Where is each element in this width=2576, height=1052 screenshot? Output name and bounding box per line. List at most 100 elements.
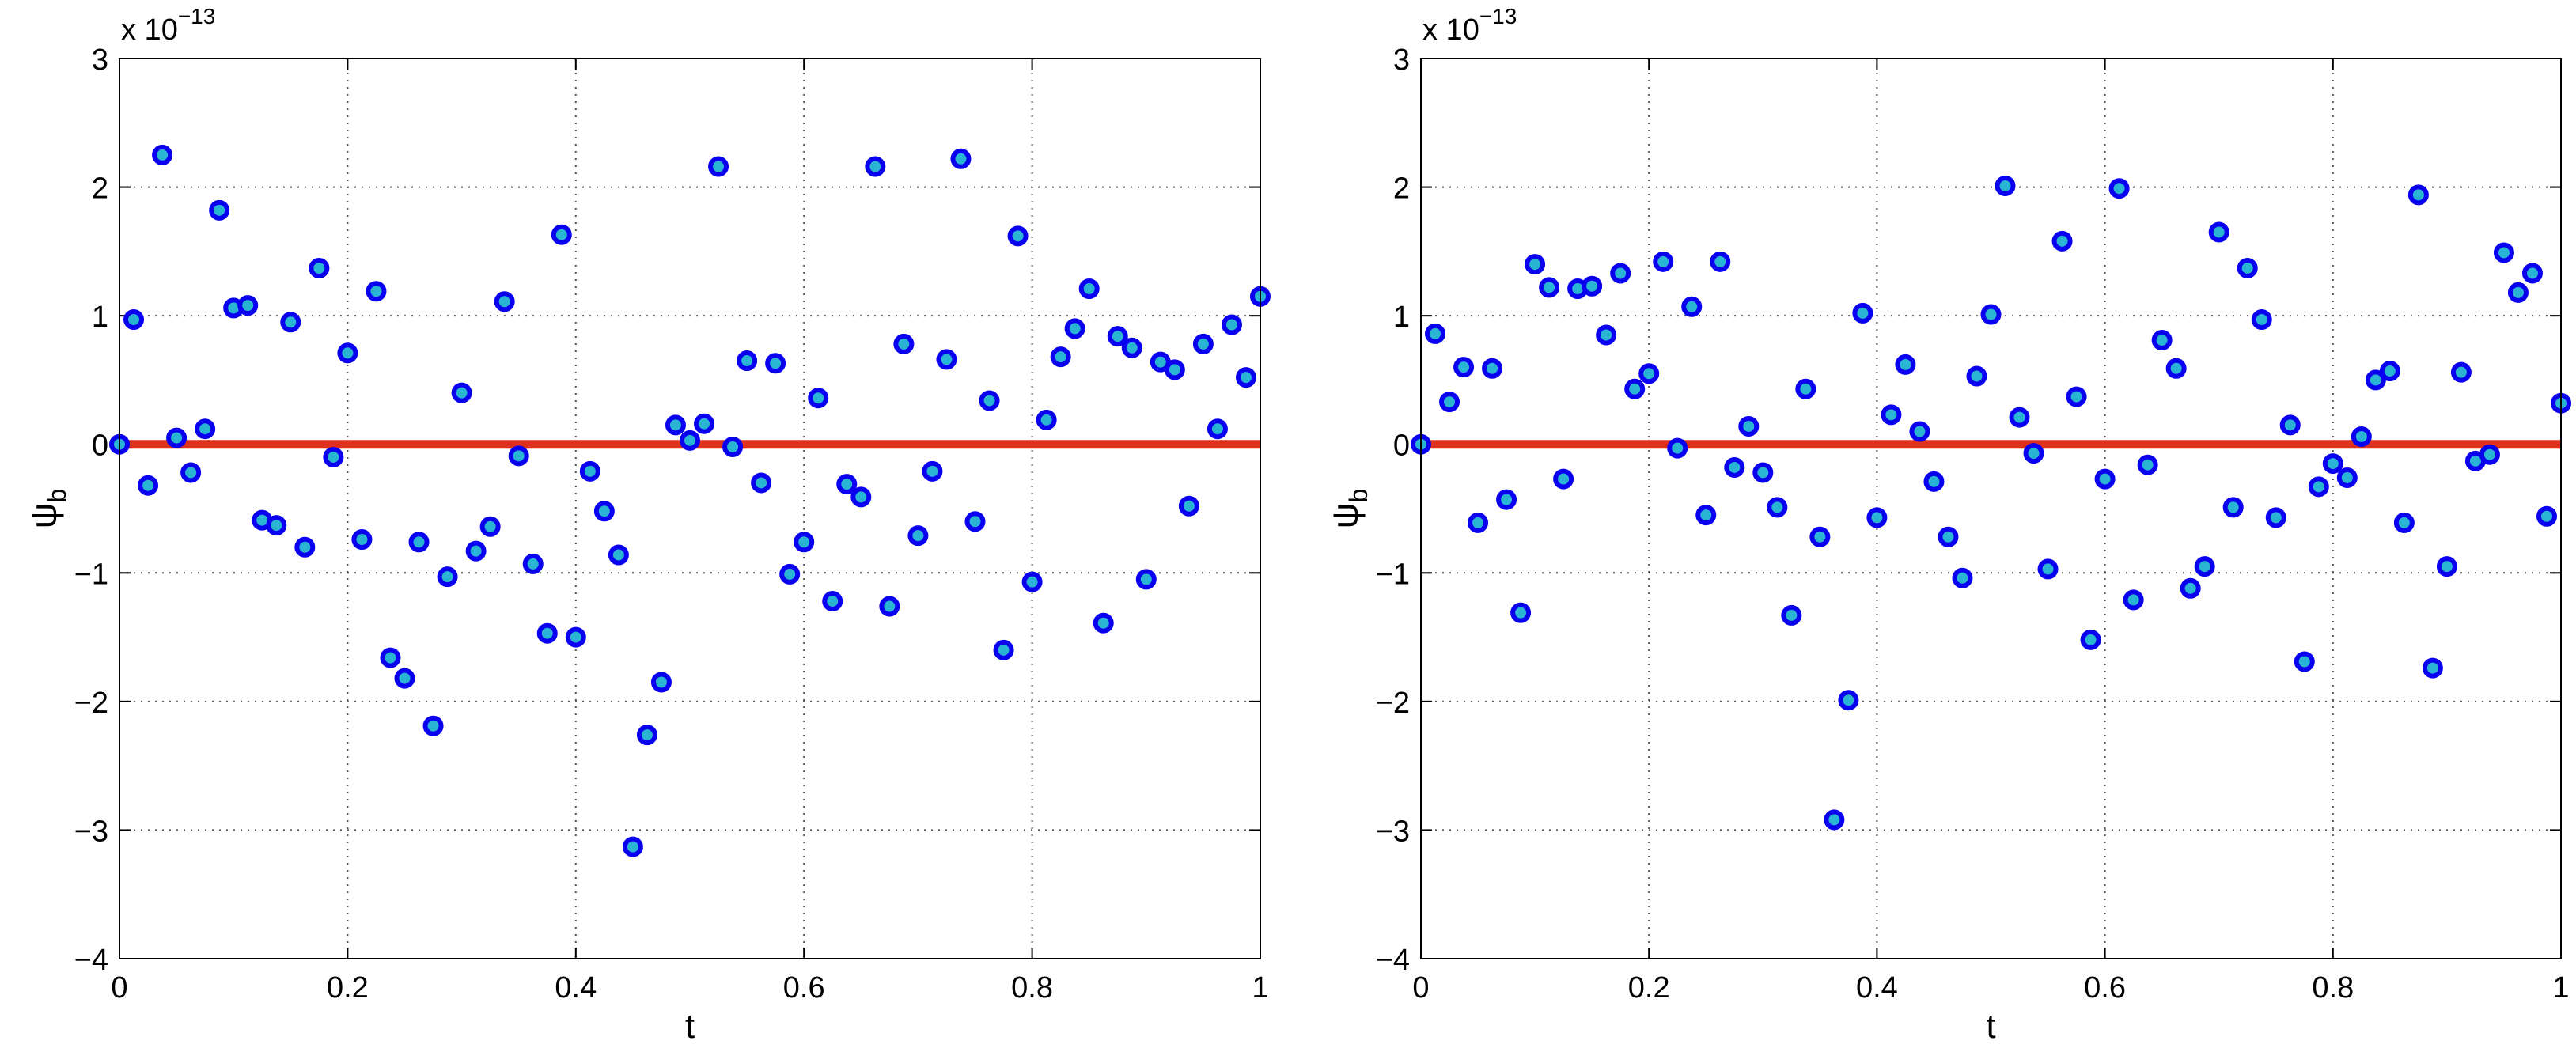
y-tick-label: 0	[1393, 430, 1410, 463]
y-tick-label: 2	[1393, 172, 1410, 206]
data-point	[1050, 346, 1071, 368]
data-point	[1681, 296, 1703, 317]
x-tick-label: 0.4	[1856, 971, 1898, 1005]
x-tick-label: 0.8	[1011, 971, 1053, 1005]
data-point	[2322, 453, 2343, 475]
data-point	[1752, 462, 1774, 483]
x-tick-label: 0	[111, 971, 127, 1005]
data-point	[1525, 254, 1546, 275]
data-point	[479, 516, 501, 537]
data-point	[337, 342, 358, 364]
x-tick-label: 0.2	[1628, 971, 1670, 1005]
data-point	[765, 353, 786, 374]
data-point	[209, 199, 230, 221]
data-point	[195, 418, 216, 440]
data-point	[2422, 657, 2443, 679]
data-point	[680, 430, 700, 451]
data-point	[922, 460, 943, 482]
data-point	[936, 349, 957, 370]
y-tick-label: 2	[92, 172, 108, 206]
y-tick-label: −4	[1376, 944, 1410, 977]
data-point	[2123, 589, 2144, 611]
data-point	[2279, 414, 2301, 436]
data-point	[351, 529, 373, 551]
data-point	[2308, 476, 2329, 498]
x-tick-label: 0	[1412, 971, 1429, 1005]
data-point	[2080, 629, 2101, 650]
y-tick-label: 1	[92, 301, 108, 334]
data-point	[964, 511, 986, 532]
data-point	[2365, 369, 2386, 391]
data-point	[309, 257, 330, 278]
data-point	[893, 333, 915, 354]
data-point	[1596, 324, 1617, 346]
x-tick-label: 1	[2552, 971, 2569, 1005]
data-point	[979, 390, 1000, 411]
data-point	[1923, 471, 1945, 492]
data-point	[737, 350, 758, 372]
data-point	[1192, 333, 1214, 354]
x-axis-label: t	[1986, 1007, 1995, 1046]
x-tick-label: 0.6	[2084, 971, 2126, 1005]
data-point	[1007, 225, 1029, 247]
data-point	[1809, 526, 1831, 547]
data-point	[451, 382, 472, 403]
data-point	[2351, 426, 2372, 447]
data-point	[808, 388, 829, 409]
data-point	[1710, 251, 1731, 272]
data-point	[465, 540, 487, 562]
data-point	[1093, 612, 1114, 634]
data-point	[1582, 275, 1603, 297]
data-point	[1553, 468, 1574, 490]
data-point	[1610, 263, 1631, 284]
data-point	[2051, 230, 2073, 252]
data-point	[422, 715, 444, 736]
data-point	[993, 639, 1014, 660]
data-point	[1510, 602, 1532, 623]
data-point	[2336, 467, 2358, 488]
y-axis-label-subscript: b	[1344, 489, 1373, 503]
plot-area	[1421, 59, 2561, 959]
data-point	[1207, 418, 1228, 440]
data-point	[1107, 326, 1128, 347]
data-point	[1738, 415, 1760, 437]
y-tick-label: 3	[1393, 44, 1410, 77]
data-point	[123, 309, 145, 331]
data-point	[2208, 221, 2229, 243]
data-point	[751, 472, 772, 494]
data-point	[1496, 489, 1517, 510]
data-point	[1852, 302, 1873, 324]
data-point	[650, 672, 672, 693]
data-point	[1881, 404, 1902, 426]
data-point	[1767, 497, 1788, 518]
data-point	[2479, 444, 2500, 465]
data-point	[850, 486, 872, 508]
data-point	[2009, 407, 2030, 428]
data-point	[1824, 809, 1845, 831]
data-point	[2237, 257, 2258, 278]
data-point	[2165, 358, 2187, 379]
x-tick-label: 0.6	[783, 971, 825, 1005]
data-point	[2251, 309, 2272, 331]
data-point	[2194, 556, 2215, 577]
y-tick-label: −2	[1376, 687, 1410, 720]
data-point	[2493, 242, 2514, 263]
data-point	[1121, 337, 1142, 358]
data-point	[1482, 358, 1503, 379]
data-point	[836, 474, 858, 495]
data-point	[708, 156, 729, 177]
data-point	[1624, 378, 1646, 399]
data-point	[1064, 318, 1085, 339]
data-point	[1952, 567, 1973, 588]
data-point	[1781, 604, 1802, 626]
data-point	[794, 532, 815, 553]
data-point	[294, 536, 316, 558]
data-point	[2436, 556, 2457, 577]
data-point	[1895, 354, 1916, 375]
data-point	[1036, 409, 1057, 430]
data-point	[1966, 365, 1987, 387]
data-point	[2108, 178, 2130, 199]
data-point	[907, 525, 929, 547]
